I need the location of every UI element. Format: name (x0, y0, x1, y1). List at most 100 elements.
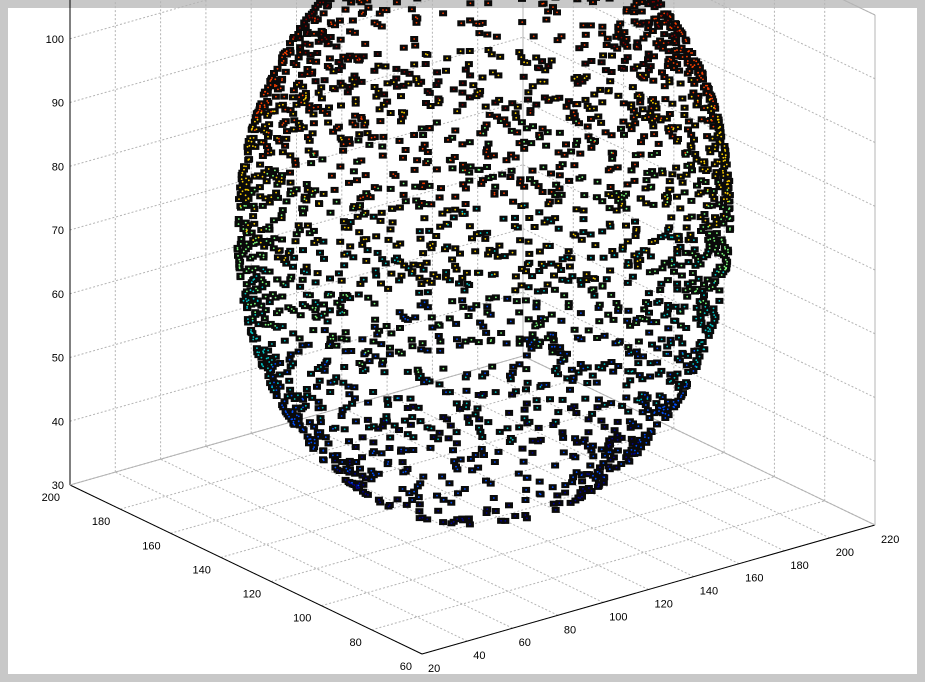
data-point (523, 147, 526, 150)
data-point (623, 31, 626, 33)
data-point (636, 255, 639, 258)
data-point (554, 288, 556, 291)
data-point (592, 455, 595, 458)
data-point (559, 346, 561, 349)
data-point (378, 329, 380, 332)
data-point (317, 435, 320, 438)
data-point (373, 136, 376, 139)
data-point (282, 282, 285, 285)
data-point (343, 264, 346, 267)
data-point (306, 73, 309, 75)
data-point (667, 50, 670, 53)
data-point (250, 231, 253, 234)
data-point (290, 308, 293, 310)
data-point (534, 325, 537, 328)
data-point (274, 363, 277, 365)
data-point (511, 393, 513, 396)
data-point (416, 17, 419, 20)
data-point (293, 398, 296, 400)
data-point (572, 476, 574, 479)
data-point (406, 468, 409, 470)
data-point (326, 5, 328, 8)
data-point (545, 244, 548, 247)
data-point (459, 50, 462, 53)
data-point (294, 159, 297, 162)
data-point (436, 121, 438, 124)
data-point (679, 29, 681, 32)
data-point (454, 208, 457, 211)
data-point (374, 355, 377, 358)
data-point (417, 83, 420, 85)
data-point (463, 212, 466, 215)
data-point (246, 305, 249, 308)
data-point (580, 283, 583, 286)
data-point (368, 426, 370, 429)
data-point (346, 252, 349, 255)
data-point (583, 77, 586, 79)
data-point (310, 193, 313, 196)
data-point (627, 309, 630, 312)
data-point (544, 318, 546, 321)
data-point (672, 127, 675, 129)
data-point (538, 134, 541, 136)
data-point (377, 187, 379, 190)
data-point (239, 260, 242, 263)
data-point (583, 438, 586, 441)
data-point (418, 291, 421, 294)
data-point (430, 203, 433, 206)
data-point (550, 59, 553, 62)
data-point (423, 217, 426, 220)
data-point (297, 415, 300, 418)
data-point (556, 494, 559, 497)
data-point (241, 190, 244, 193)
data-point (404, 318, 407, 320)
data-point (451, 300, 454, 303)
data-point (636, 452, 639, 455)
data-point (354, 98, 357, 101)
data-point (527, 240, 530, 243)
data-point (283, 400, 286, 403)
data-point (405, 504, 408, 506)
data-point (626, 183, 629, 186)
data-point (556, 11, 558, 14)
data-point (640, 10, 643, 13)
data-point (426, 426, 429, 429)
data-point (598, 303, 601, 306)
data-point (335, 45, 338, 48)
data-point (521, 21, 524, 23)
data-point (488, 249, 491, 251)
data-point (376, 23, 379, 25)
data-point (644, 117, 646, 119)
data-point (270, 110, 272, 113)
data-point (509, 374, 511, 377)
data-point (325, 38, 328, 41)
data-point (372, 474, 375, 477)
data-point (282, 53, 285, 56)
data-point (419, 482, 422, 485)
data-point (428, 380, 431, 383)
data-point (676, 30, 679, 33)
data-point (609, 225, 612, 228)
data-point (479, 90, 481, 92)
data-point (656, 4, 659, 7)
data-point (322, 1, 325, 4)
data-point (395, 68, 398, 70)
data-point (268, 270, 271, 273)
data-point (295, 406, 297, 409)
data-point (306, 68, 309, 70)
data-point (445, 391, 447, 394)
data-point (343, 253, 346, 256)
data-point (380, 282, 382, 285)
data-point (268, 301, 271, 303)
data-point (339, 38, 342, 41)
data-point (623, 134, 625, 136)
data-point (298, 96, 300, 99)
data-point (673, 263, 675, 266)
data-point (647, 22, 650, 25)
data-point (350, 1, 352, 4)
data-point (530, 341, 533, 344)
data-point (392, 81, 395, 83)
data-point (298, 81, 300, 84)
data-point (656, 347, 659, 350)
data-point (306, 388, 308, 390)
